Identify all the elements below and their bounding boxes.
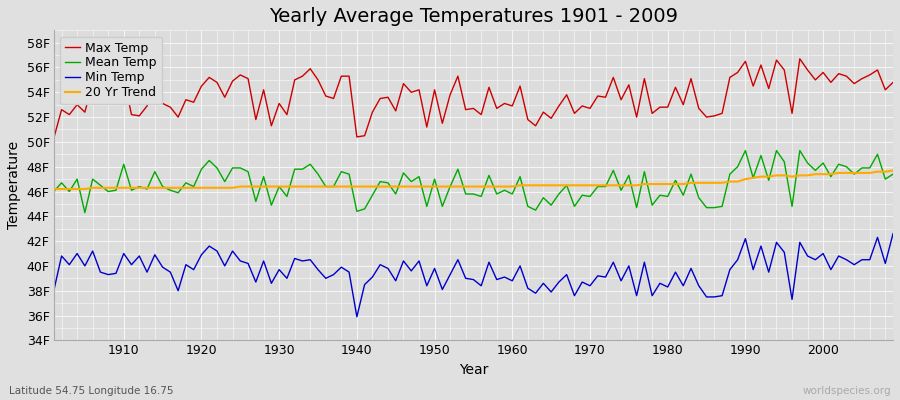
20 Yr Trend: [600, 183, 611, 188]
Line: Min Temp: Min Temp: [54, 234, 893, 317]
Title: Yearly Average Temperatures 1901 - 2009: Yearly Average Temperatures 1901 - 2009: [269, 7, 678, 26]
Max Temp: [500, 101, 510, 106]
Min Temp: [49, 288, 59, 293]
Mean Temp: [507, 192, 517, 196]
20 Yr Trend: [282, 184, 292, 189]
Text: Latitude 54.75 Longitude 16.75: Latitude 54.75 Longitude 16.75: [9, 386, 174, 396]
Max Temp: [600, 95, 611, 100]
X-axis label: Year: Year: [459, 363, 488, 377]
Max Temp: [282, 112, 292, 117]
Y-axis label: Temperature: Temperature: [7, 141, 21, 229]
Max Temp: [49, 136, 59, 140]
Min Temp: [328, 272, 339, 277]
Mean Temp: [289, 167, 300, 172]
Min Temp: [352, 314, 363, 319]
Line: Max Temp: Max Temp: [54, 59, 893, 138]
Mean Temp: [49, 189, 59, 194]
Legend: Max Temp, Mean Temp, Min Temp, 20 Yr Trend: Max Temp, Mean Temp, Min Temp, 20 Yr Tre…: [60, 36, 161, 104]
20 Yr Trend: [500, 184, 510, 189]
Text: worldspecies.org: worldspecies.org: [803, 386, 891, 396]
Min Temp: [608, 260, 618, 264]
Min Temp: [515, 264, 526, 268]
Mean Temp: [79, 210, 90, 215]
Min Temp: [887, 231, 898, 236]
Mean Temp: [740, 148, 751, 153]
Mean Temp: [608, 168, 618, 173]
Min Temp: [282, 276, 292, 281]
20 Yr Trend: [328, 184, 339, 189]
Mean Temp: [336, 169, 346, 174]
Mean Temp: [515, 174, 526, 179]
Mean Temp: [887, 172, 898, 176]
Max Temp: [111, 100, 122, 105]
Max Temp: [887, 80, 898, 85]
Line: 20 Yr Trend: 20 Yr Trend: [54, 170, 893, 189]
20 Yr Trend: [887, 168, 898, 173]
20 Yr Trend: [507, 184, 517, 189]
Line: Mean Temp: Mean Temp: [54, 150, 893, 212]
Min Temp: [111, 271, 122, 276]
Min Temp: [507, 278, 517, 283]
20 Yr Trend: [49, 187, 59, 192]
Max Temp: [328, 96, 339, 101]
Max Temp: [507, 104, 517, 108]
20 Yr Trend: [111, 185, 122, 190]
Mean Temp: [118, 162, 129, 167]
Max Temp: [795, 56, 806, 61]
